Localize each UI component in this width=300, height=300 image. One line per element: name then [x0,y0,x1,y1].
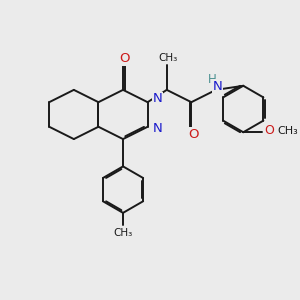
Text: O: O [265,124,275,137]
Text: N: N [212,80,222,93]
Text: N: N [152,122,162,135]
Text: O: O [119,52,130,65]
Text: CH₃: CH₃ [278,126,298,136]
Text: O: O [188,128,199,141]
Text: CH₃: CH₃ [113,228,133,238]
Text: N: N [152,92,162,105]
Text: CH₃: CH₃ [158,52,178,63]
Text: H: H [208,73,217,86]
